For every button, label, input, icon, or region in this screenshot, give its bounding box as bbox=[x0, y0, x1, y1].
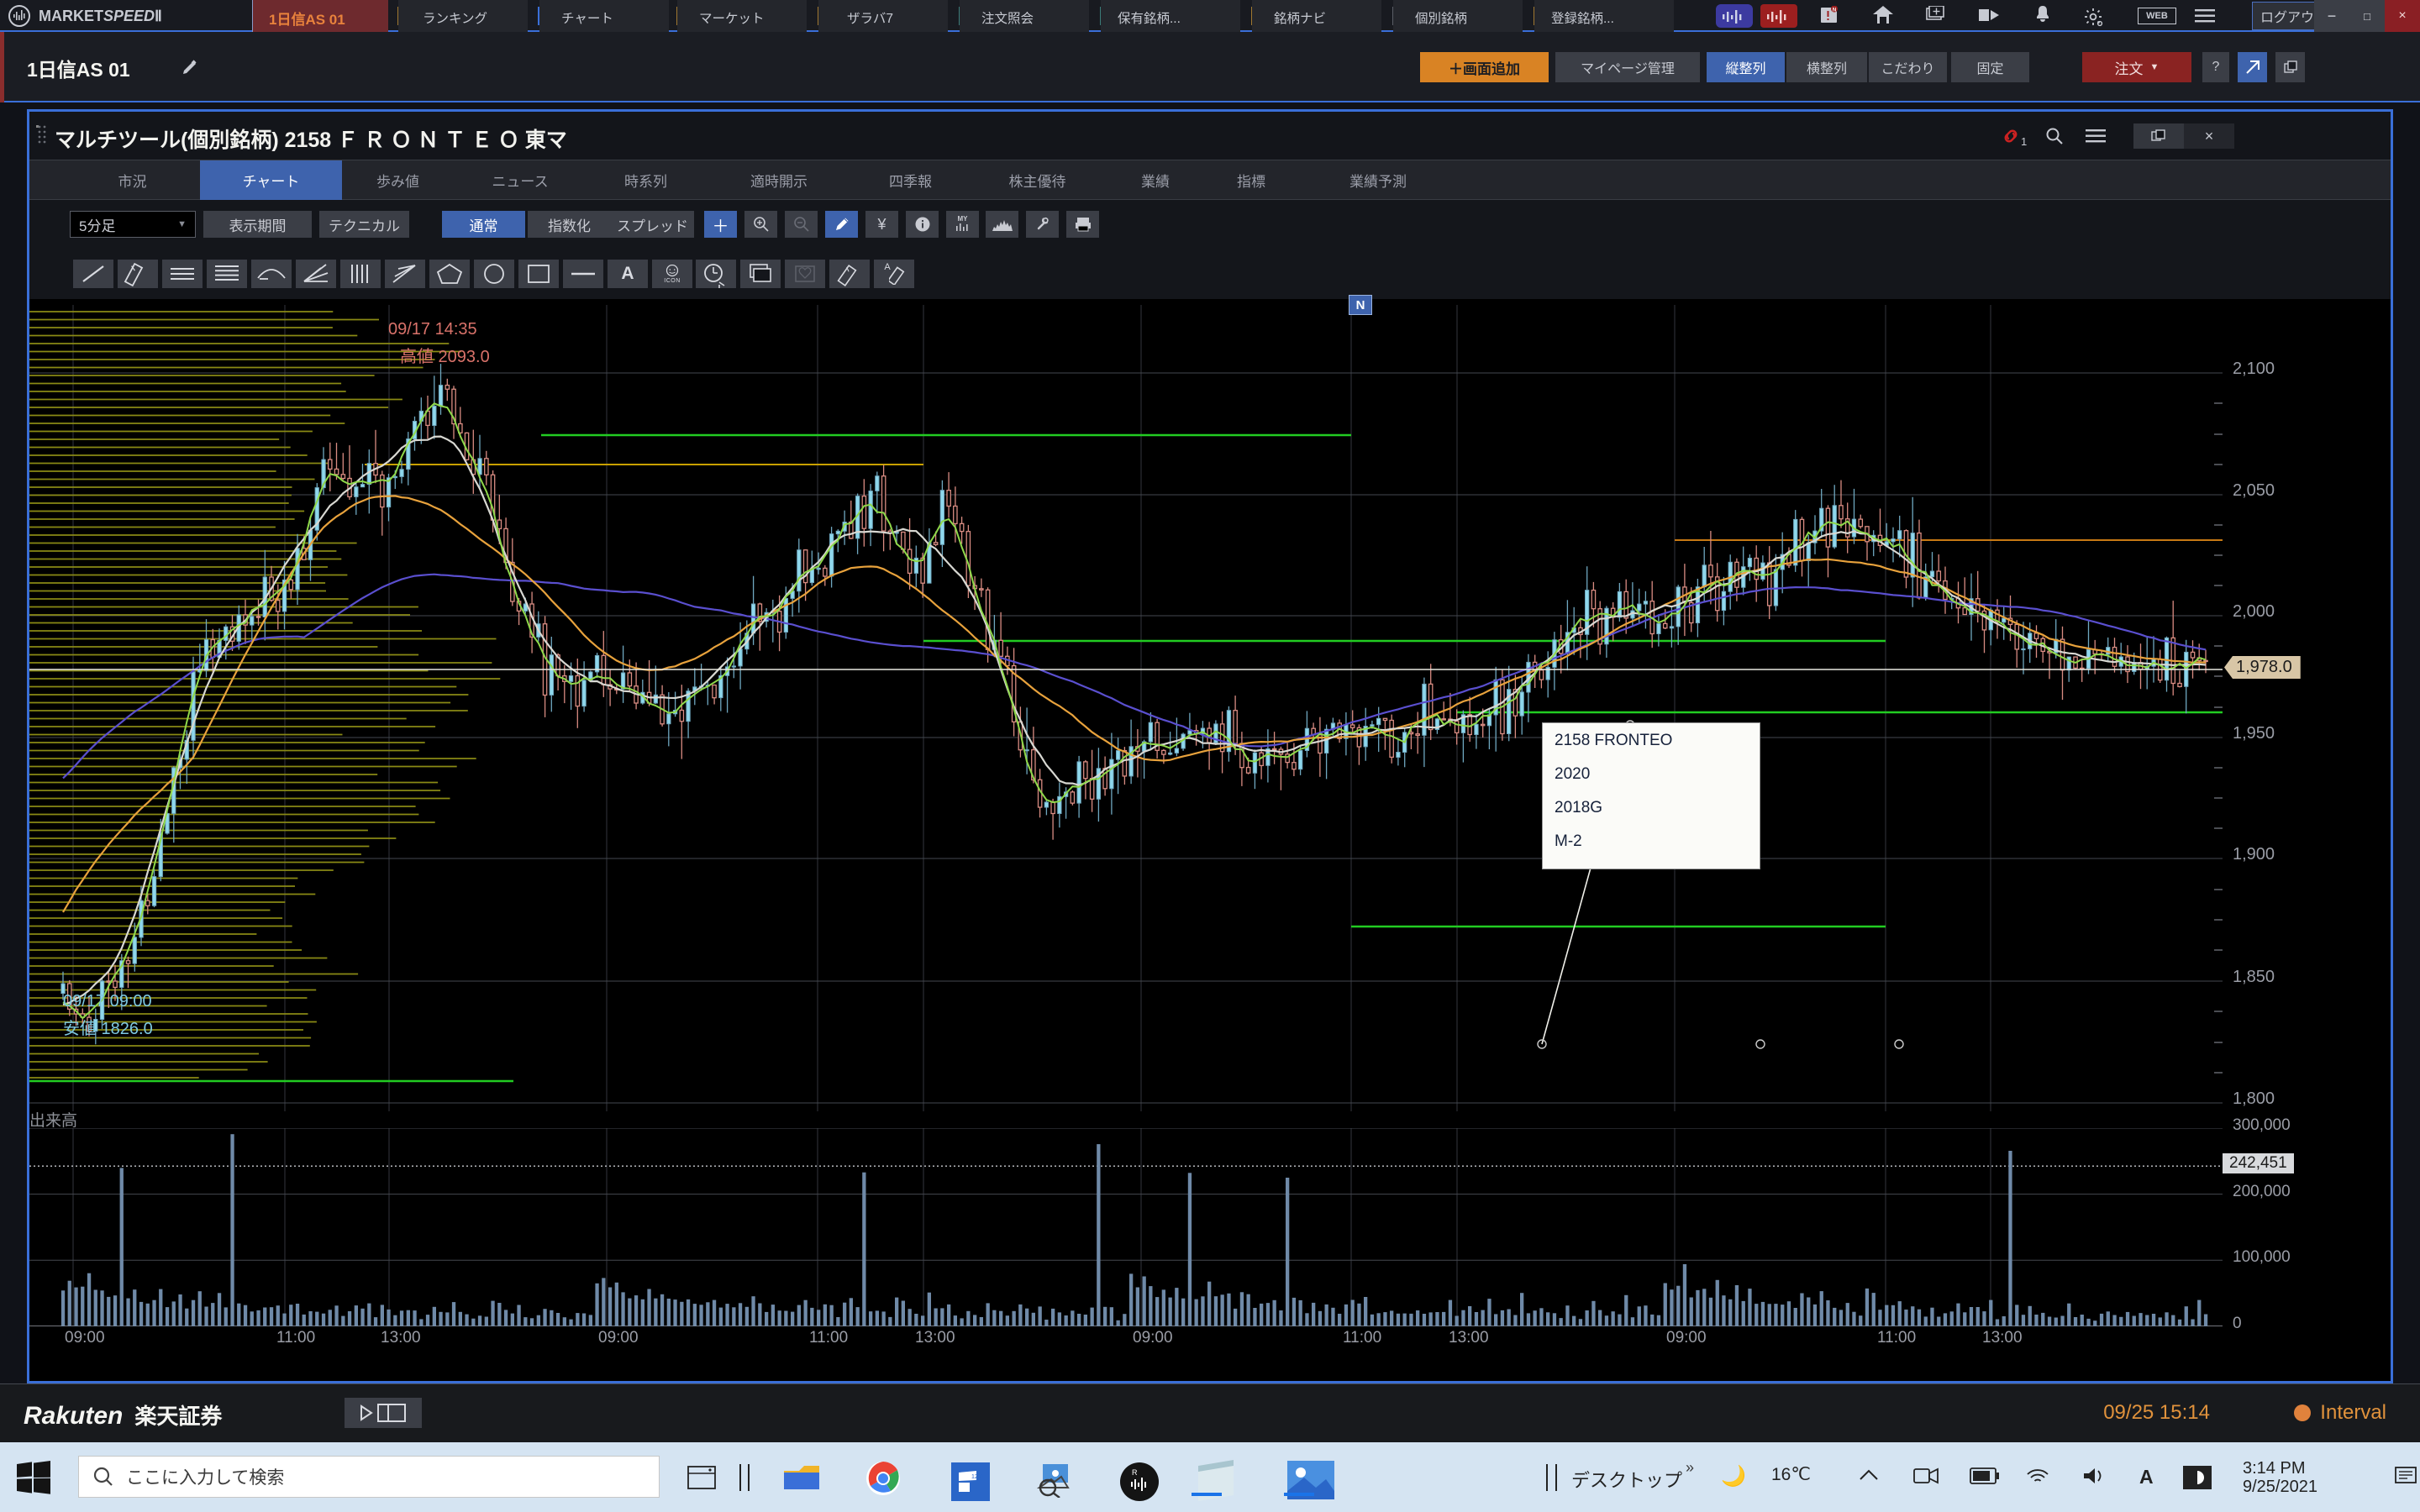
svg-text:N: N bbox=[1833, 8, 1836, 13]
svg-text:12:00: 12:00 bbox=[971, 1474, 983, 1480]
